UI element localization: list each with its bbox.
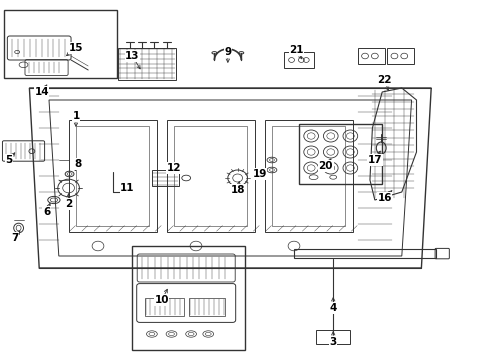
Text: 19: 19: [252, 169, 267, 179]
Text: 11: 11: [120, 183, 135, 193]
Text: 9: 9: [224, 47, 231, 57]
Text: 18: 18: [230, 185, 245, 195]
Bar: [358, 48, 385, 64]
Text: 2: 2: [65, 199, 72, 209]
Text: 14: 14: [34, 87, 49, 97]
Bar: [189, 298, 225, 316]
Bar: [69, 120, 157, 232]
Text: 21: 21: [289, 45, 304, 55]
Text: 13: 13: [125, 51, 140, 61]
Bar: [145, 298, 184, 316]
Text: 10: 10: [154, 295, 169, 305]
Bar: [4, 10, 117, 78]
Bar: [294, 249, 436, 258]
Text: 1: 1: [73, 111, 79, 121]
Text: 20: 20: [318, 161, 333, 171]
Bar: [316, 330, 350, 344]
Text: 4: 4: [329, 303, 337, 313]
Bar: [265, 120, 353, 232]
Bar: [167, 120, 255, 232]
Bar: [152, 170, 179, 186]
Bar: [272, 126, 345, 226]
Text: 16: 16: [377, 193, 392, 203]
Bar: [76, 126, 149, 226]
Text: 6: 6: [43, 207, 50, 217]
Text: 22: 22: [377, 75, 392, 85]
Bar: [174, 126, 247, 226]
Bar: [299, 124, 382, 184]
Text: 17: 17: [368, 155, 382, 165]
Bar: [118, 48, 176, 80]
Text: 5: 5: [5, 155, 12, 165]
Bar: [132, 246, 245, 350]
Text: 3: 3: [330, 337, 337, 347]
Text: 12: 12: [167, 163, 181, 173]
Text: 8: 8: [75, 159, 82, 169]
Text: 15: 15: [69, 43, 83, 53]
Bar: [284, 52, 314, 68]
Text: 7: 7: [11, 233, 19, 243]
Bar: [387, 48, 414, 64]
